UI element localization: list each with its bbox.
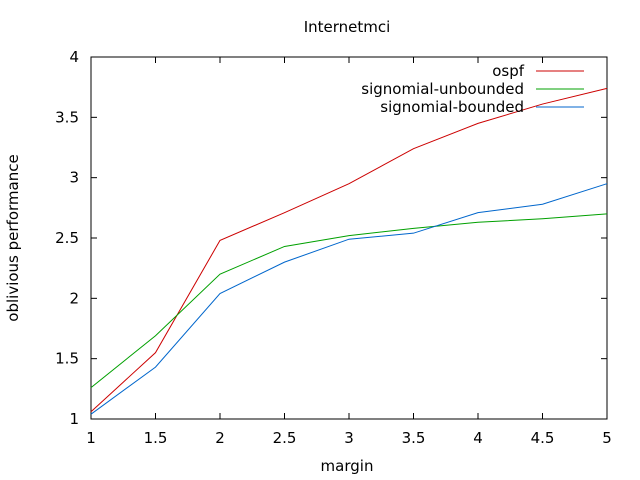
- y-axis-title: oblivious performance: [4, 154, 22, 321]
- y-tick-label: 2: [69, 289, 79, 307]
- x-tick-label: 1: [86, 429, 96, 447]
- y-tick-label: 3.5: [55, 108, 79, 126]
- series-line-ospf: [90, 87, 608, 413]
- legend-label-signomial-bounded: signomial-bounded: [380, 98, 524, 116]
- y-tick-label: 1.5: [55, 350, 79, 368]
- y-tick-label: 2.5: [55, 229, 79, 247]
- legend-label-ospf: ospf: [492, 62, 525, 80]
- y-tick-label: 3: [69, 169, 79, 187]
- y-tick-label: 1: [69, 410, 79, 428]
- x-tick-label: 4.5: [531, 429, 555, 447]
- x-tick-label: 5: [602, 429, 612, 447]
- legend-label-signomial-unbounded: signomial-unbounded: [361, 80, 524, 98]
- series-line-signomial-bounded: [90, 183, 608, 415]
- x-tick-label: 1.5: [144, 429, 168, 447]
- x-tick-label: 2: [215, 429, 225, 447]
- plot-frame: [90, 56, 608, 420]
- chart-title: Internetmci: [304, 18, 391, 36]
- x-tick-label: 2.5: [273, 429, 297, 447]
- x-tick-label: 3: [344, 429, 354, 447]
- series-line-signomial-unbounded: [90, 213, 608, 389]
- y-tick-label: 4: [69, 48, 79, 66]
- x-tick-label: 3.5: [402, 429, 426, 447]
- plot-area: 1 1.5 2 2.5 3 3.5 4 4.5 511.522.533.54ospfsignom…: [55, 48, 612, 447]
- x-axis-title: margin: [321, 457, 374, 475]
- x-tick-label: 4: [473, 429, 483, 447]
